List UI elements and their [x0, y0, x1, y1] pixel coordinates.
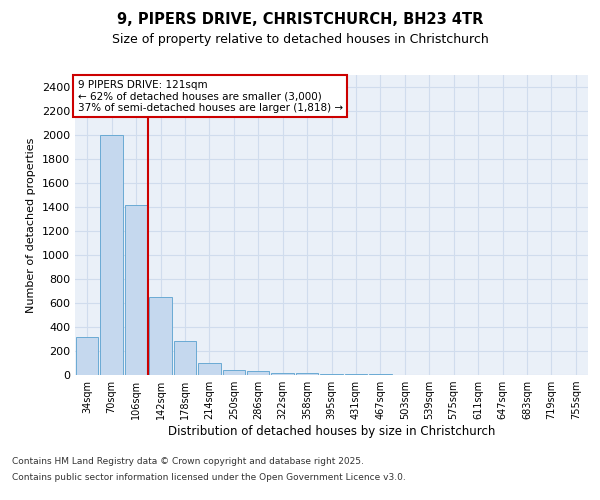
Text: Size of property relative to detached houses in Christchurch: Size of property relative to detached ho… [112, 32, 488, 46]
Y-axis label: Number of detached properties: Number of detached properties [26, 138, 37, 312]
Bar [223, 370, 245, 375]
Bar [198, 363, 221, 375]
Bar [296, 373, 319, 375]
X-axis label: Distribution of detached houses by size in Christchurch: Distribution of detached houses by size … [168, 425, 495, 438]
Bar [100, 135, 123, 375]
Bar [125, 204, 148, 375]
Bar [76, 336, 98, 375]
Bar [344, 374, 367, 375]
Text: Contains public sector information licensed under the Open Government Licence v3: Contains public sector information licen… [12, 472, 406, 482]
Bar [320, 374, 343, 375]
Bar [271, 372, 294, 375]
Bar [173, 342, 196, 375]
Bar [149, 297, 172, 375]
Bar [369, 374, 392, 375]
Bar [247, 372, 269, 375]
Text: 9 PIPERS DRIVE: 121sqm
← 62% of detached houses are smaller (3,000)
37% of semi-: 9 PIPERS DRIVE: 121sqm ← 62% of detached… [77, 80, 343, 112]
Text: Contains HM Land Registry data © Crown copyright and database right 2025.: Contains HM Land Registry data © Crown c… [12, 458, 364, 466]
Text: 9, PIPERS DRIVE, CHRISTCHURCH, BH23 4TR: 9, PIPERS DRIVE, CHRISTCHURCH, BH23 4TR [117, 12, 483, 28]
